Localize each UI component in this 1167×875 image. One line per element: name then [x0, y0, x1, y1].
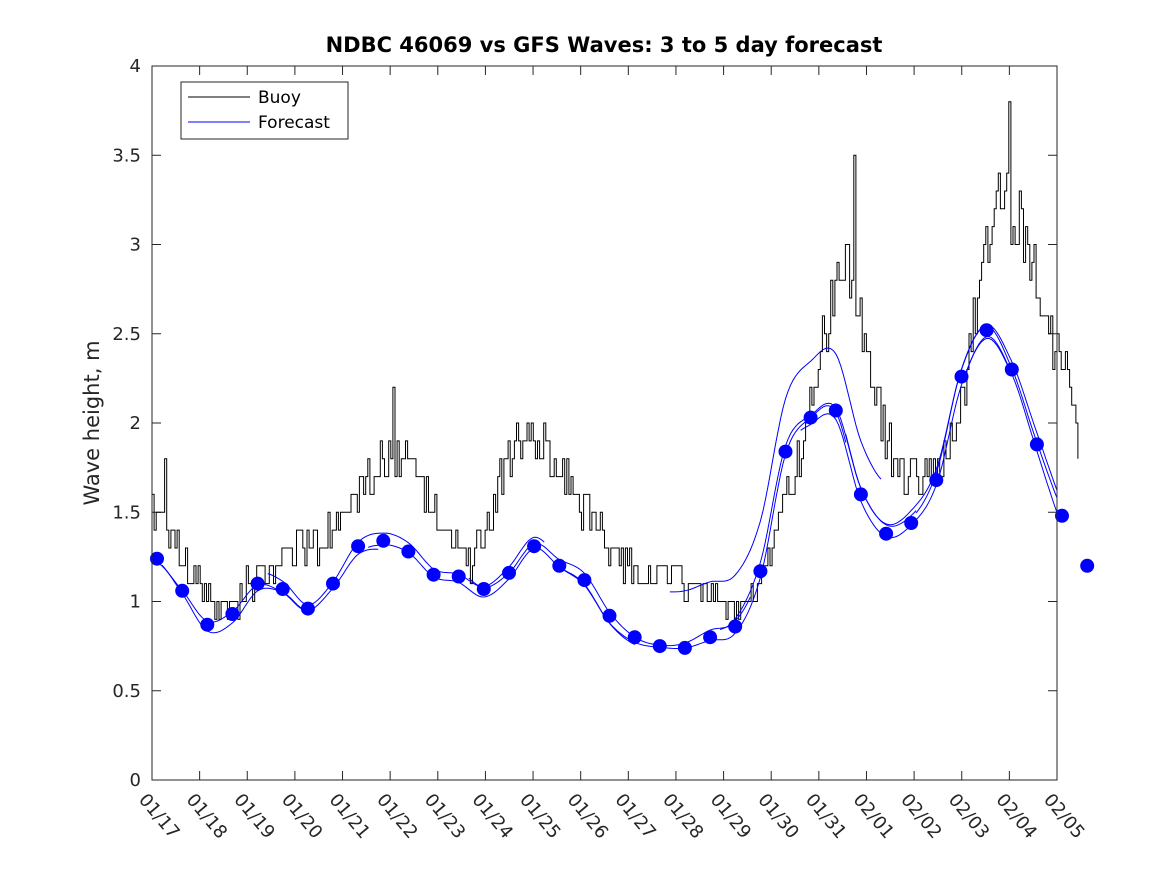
forecast-marker: [300, 601, 315, 616]
forecast-marker: [677, 640, 692, 655]
legend-box: [180, 81, 349, 140]
forecast-marker: [1029, 437, 1044, 452]
y-tick-label: 3: [130, 235, 141, 256]
forecast-marker: [476, 582, 491, 596]
forecast-marker: [652, 639, 667, 654]
y-axis-label: Wave height, m: [80, 340, 104, 505]
forecast-marker: [351, 539, 366, 554]
forecast-marker: [954, 369, 969, 384]
forecast-markers: [150, 323, 1095, 655]
forecast-marker: [527, 539, 542, 554]
forecast-marker: [200, 617, 215, 632]
forecast-marker: [879, 526, 894, 541]
forecast-line: [267, 532, 545, 606]
forecast-marker: [275, 582, 290, 596]
forecast-marker: [853, 487, 868, 502]
forecast-marker: [778, 444, 793, 459]
forecast-marker: [1080, 558, 1095, 573]
forecast-marker: [1055, 508, 1069, 523]
forecast-marker: [502, 565, 516, 580]
forecast-marker: [175, 583, 190, 598]
forecast-marker: [803, 410, 818, 425]
forecast-marker: [150, 551, 164, 566]
forecast-marker: [904, 516, 919, 530]
y-tick-label: 0: [130, 770, 141, 791]
forecast-marker: [552, 558, 567, 573]
legend-forecast-label: Forecast: [258, 113, 330, 133]
forecast-marker: [451, 569, 466, 584]
forecast-marker: [225, 607, 240, 621]
forecast-marker: [426, 567, 441, 582]
forecast-marker: [1004, 362, 1019, 377]
legend-buoy-label: Buoy: [258, 88, 301, 108]
legend: Buoy Forecast: [180, 81, 349, 140]
axes-box: [151, 65, 1058, 781]
forecast-marker: [602, 608, 617, 623]
chart-title: NDBC 46069 vs GFS Waves: 3 to 5 day fore…: [326, 33, 883, 57]
y-tick-label: 3.5: [112, 145, 141, 166]
forecast-marker: [376, 533, 391, 548]
forecast-marker: [401, 544, 416, 559]
forecast-marker: [979, 323, 994, 338]
y-tick-label: 4: [130, 56, 141, 77]
y-tick-label: 0.5: [112, 681, 141, 702]
forecast-line: [669, 347, 882, 593]
y-tick-label: 1.5: [112, 502, 141, 523]
forecast-marker: [577, 573, 592, 588]
forecast-marker: [326, 576, 340, 591]
forecast-marker: [929, 473, 944, 488]
y-tick-label: 2.5: [112, 324, 141, 345]
forecast-marker: [703, 630, 718, 645]
forecast-marker: [753, 564, 768, 579]
y-tick-label: 1: [130, 592, 141, 613]
y-tick-labels: 0 0.5 1 1.5 2 2.5 3 3.5 4: [112, 56, 141, 791]
forecast-marker: [828, 403, 843, 418]
forecast-marker: [728, 619, 743, 634]
plot-area: [152, 66, 1057, 780]
forecast-line: [719, 402, 917, 630]
forecast-marker: [627, 630, 642, 645]
forecast-marker: [250, 576, 265, 591]
y-tick-label: 2: [130, 413, 141, 434]
forecast-line: [161, 548, 379, 634]
